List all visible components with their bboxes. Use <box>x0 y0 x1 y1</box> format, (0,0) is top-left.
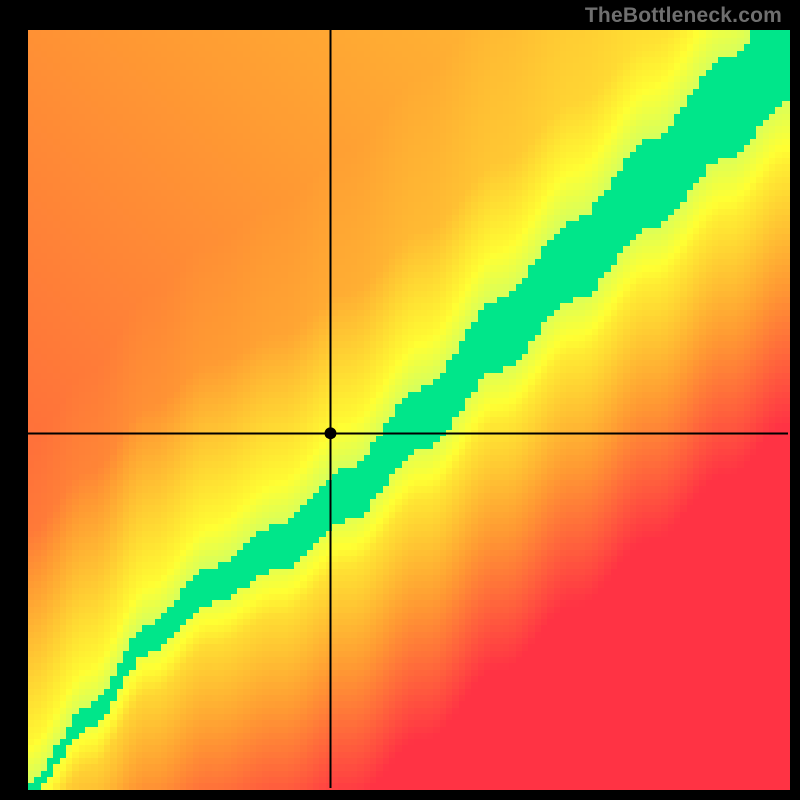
heatmap-canvas <box>0 0 800 800</box>
watermark-text: TheBottleneck.com <box>585 4 782 28</box>
